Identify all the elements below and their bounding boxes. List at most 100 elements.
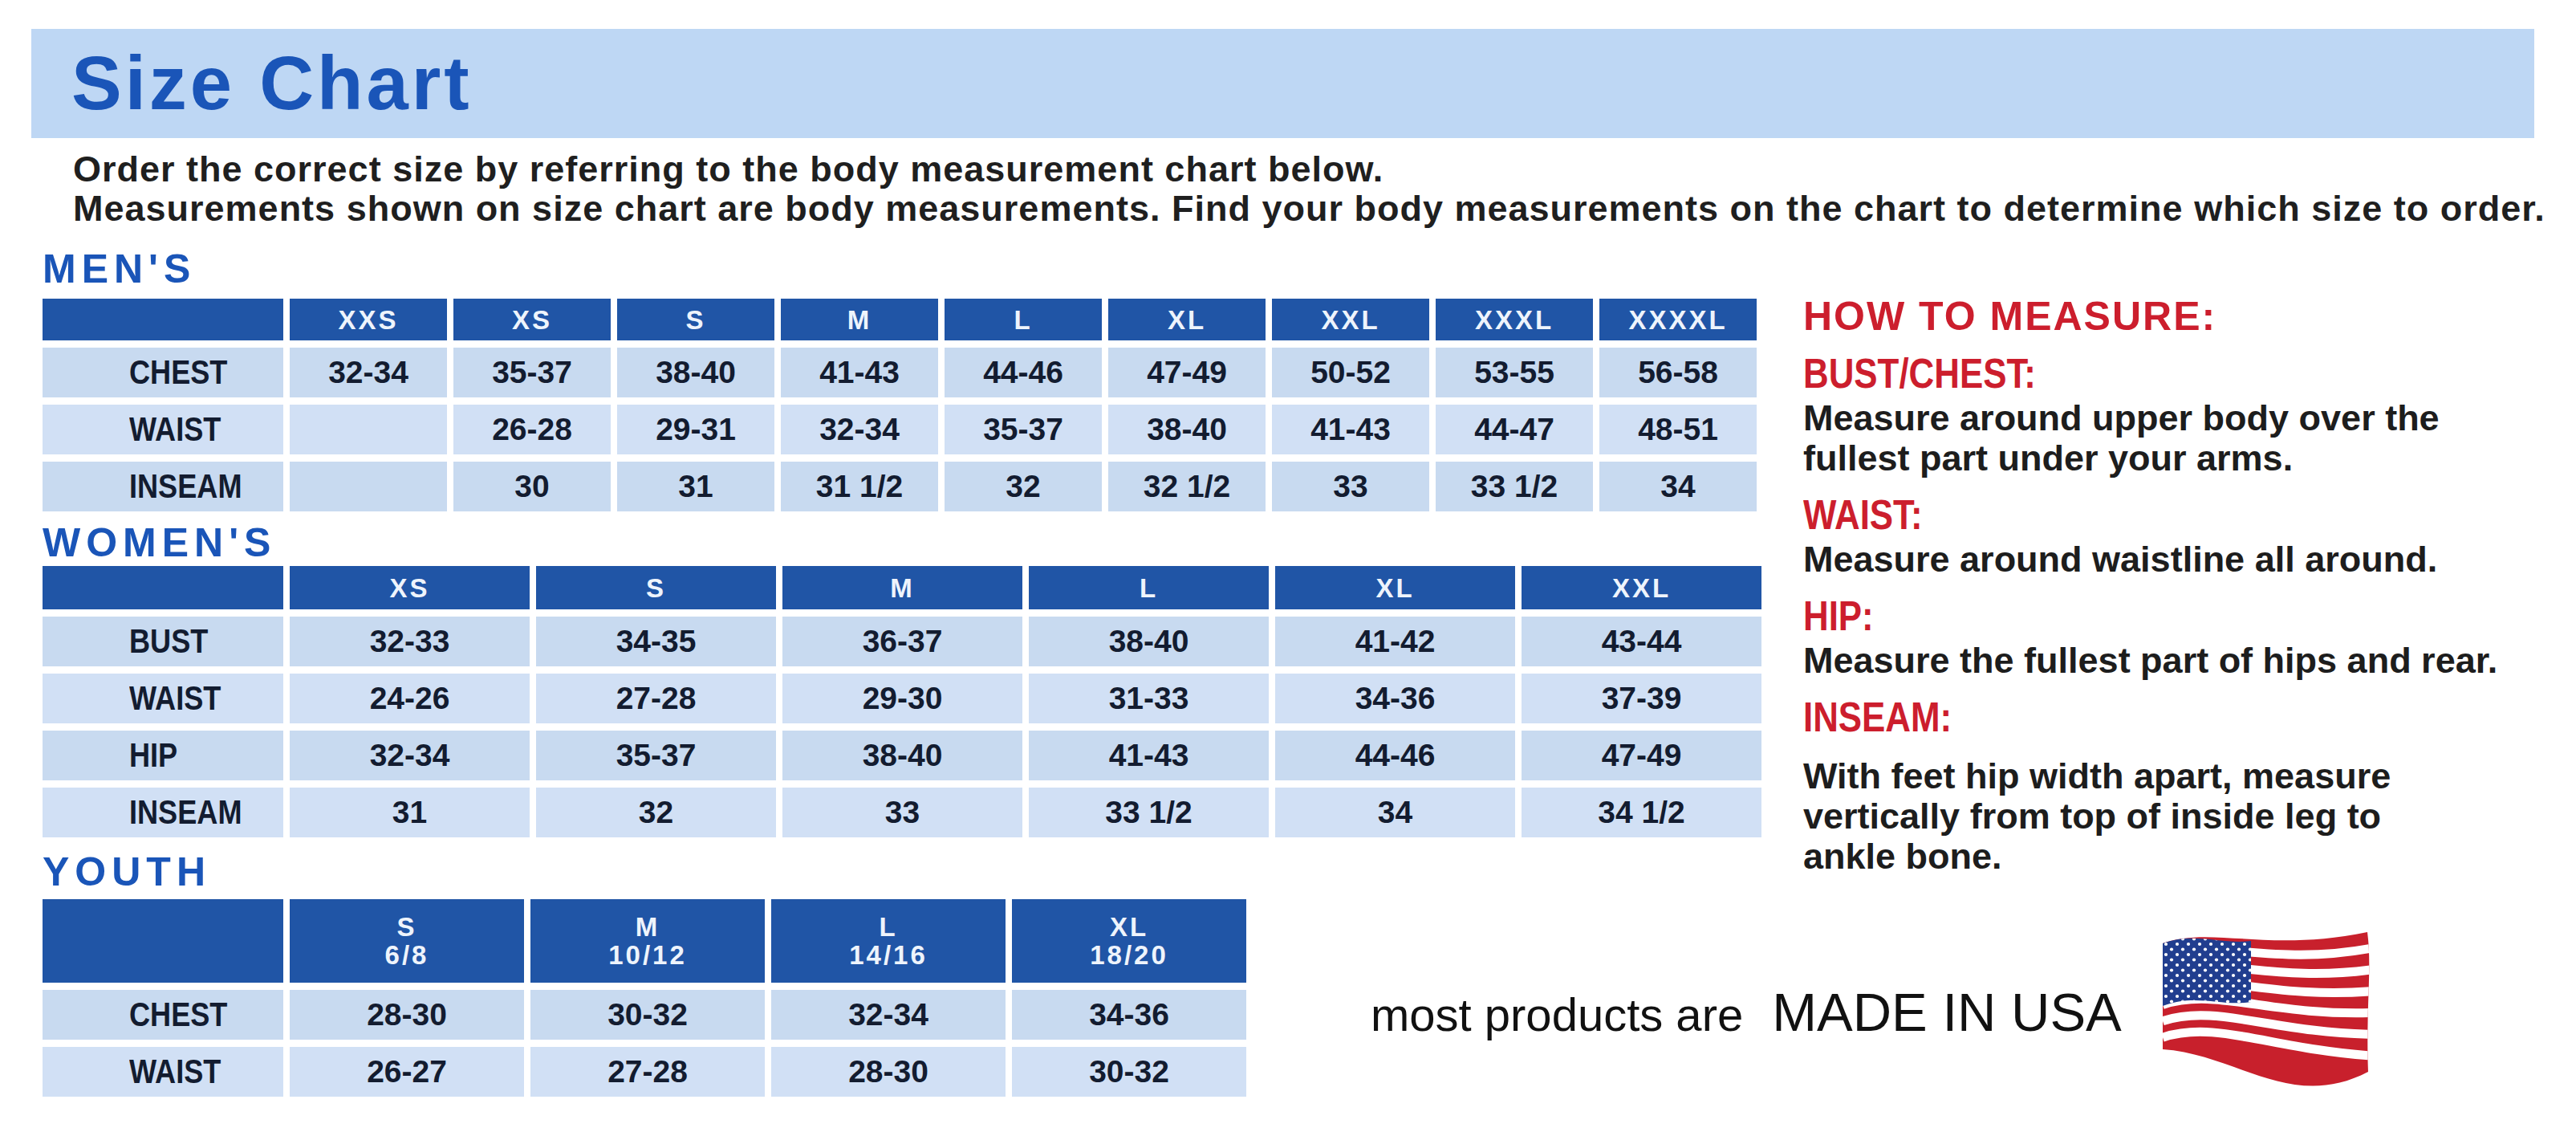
measure-text: Measure around waistline all around. bbox=[1803, 540, 2525, 580]
measure-text: With feet hip width apart, measure verti… bbox=[1803, 756, 2525, 877]
measure-label: BUST/CHEST: bbox=[1803, 354, 2424, 393]
value-cell: 44-46 bbox=[945, 348, 1102, 397]
value-cell: 44-46 bbox=[1275, 731, 1515, 780]
value-cell: 31 bbox=[290, 788, 530, 837]
value-cell: 44-47 bbox=[1436, 405, 1593, 454]
us-flag-icon bbox=[2131, 911, 2379, 1104]
value-cell: 33 1/2 bbox=[1029, 788, 1269, 837]
size-header-cell: XXL bbox=[1522, 566, 1761, 609]
value-cell: 36-37 bbox=[782, 617, 1022, 666]
size-header-cell: XS bbox=[453, 299, 611, 340]
flag-stars bbox=[2163, 939, 2251, 1006]
measure-text: Measure the fullest part of hips and rea… bbox=[1803, 641, 2525, 681]
row-label-cell: INSEAM bbox=[43, 788, 283, 837]
mens-section: MEN'S XXSXSSMLXLXXLXXXLXXXXLCHEST32-3435… bbox=[43, 250, 1757, 511]
value-cell: 28-30 bbox=[290, 990, 524, 1040]
value-cell: 32-33 bbox=[290, 617, 530, 666]
value-cell: 35-37 bbox=[536, 731, 776, 780]
how-to-measure-title: HOW TO MEASURE: bbox=[1803, 295, 2525, 337]
value-cell: 34 1/2 bbox=[1522, 788, 1761, 837]
size-header-cell: XL 18/20 bbox=[1012, 899, 1246, 983]
size-header-cell: M bbox=[782, 566, 1022, 609]
measure-label: HIP: bbox=[1803, 597, 2424, 636]
value-cell: 38-40 bbox=[782, 731, 1022, 780]
how-to-measure-sections: BUST/CHEST:Measure around upper body ove… bbox=[1803, 354, 2525, 877]
value-cell bbox=[290, 405, 447, 454]
row-label-cell: HIP bbox=[43, 731, 283, 780]
value-cell: 30 bbox=[453, 462, 611, 511]
row-label-cell: INSEAM bbox=[43, 462, 283, 511]
value-cell: 31-33 bbox=[1029, 674, 1269, 723]
value-cell: 32-34 bbox=[771, 990, 1006, 1040]
value-cell: 31 1/2 bbox=[781, 462, 938, 511]
value-cell: 53-55 bbox=[1436, 348, 1593, 397]
section-title-youth: YOUTH bbox=[43, 853, 1246, 892]
value-cell: 34-35 bbox=[536, 617, 776, 666]
womens-section: WOMEN'S XSSMLXLXXLBUST32-3334-3536-3738-… bbox=[43, 523, 1761, 837]
value-cell: 26-27 bbox=[290, 1047, 524, 1097]
corner-cell bbox=[43, 299, 283, 340]
value-cell: 27-28 bbox=[536, 674, 776, 723]
value-cell: 32-34 bbox=[781, 405, 938, 454]
banner: Size Chart bbox=[31, 29, 2534, 138]
value-cell: 30-32 bbox=[1012, 1047, 1246, 1097]
value-cell: 26-28 bbox=[453, 405, 611, 454]
value-cell: 37-39 bbox=[1522, 674, 1761, 723]
size-header-cell: M 10/12 bbox=[530, 899, 765, 983]
made-in-usa-text: MADE IN USA bbox=[1772, 982, 2122, 1042]
section-title-womens: WOMEN'S bbox=[43, 523, 1761, 563]
size-header-cell: L 14/16 bbox=[771, 899, 1006, 983]
size-header-cell: XL bbox=[1108, 299, 1266, 340]
value-cell: 27-28 bbox=[530, 1047, 765, 1097]
value-cell: 35-37 bbox=[945, 405, 1102, 454]
value-cell: 29-30 bbox=[782, 674, 1022, 723]
value-cell: 32-34 bbox=[290, 731, 530, 780]
value-cell: 32 bbox=[536, 788, 776, 837]
value-cell: 38-40 bbox=[1108, 405, 1266, 454]
mens-size-table: XXSXSSMLXLXXLXXXLXXXXLCHEST32-3435-3738-… bbox=[43, 299, 1757, 511]
value-cell: 56-58 bbox=[1599, 348, 1757, 397]
value-cell: 32 bbox=[945, 462, 1102, 511]
measure-label: INSEAM: bbox=[1803, 698, 2424, 737]
section-title-mens: MEN'S bbox=[43, 250, 1757, 289]
row-label-cell: BUST bbox=[43, 617, 283, 666]
size-header-cell: S bbox=[617, 299, 774, 340]
value-cell: 28-30 bbox=[771, 1047, 1006, 1097]
value-cell: 34 bbox=[1275, 788, 1515, 837]
value-cell: 29-31 bbox=[617, 405, 774, 454]
value-cell: 34-36 bbox=[1012, 990, 1246, 1040]
value-cell: 33 bbox=[1272, 462, 1429, 511]
value-cell: 41-43 bbox=[1029, 731, 1269, 780]
value-cell: 41-42 bbox=[1275, 617, 1515, 666]
row-label-cell: WAIST bbox=[43, 674, 283, 723]
value-cell: 31 bbox=[617, 462, 774, 511]
youth-size-table: S 6/8M 10/12L 14/16XL 18/20CHEST28-3030-… bbox=[43, 899, 1246, 1097]
value-cell bbox=[290, 462, 447, 511]
row-label-cell: WAIST bbox=[43, 405, 283, 454]
value-cell: 50-52 bbox=[1272, 348, 1429, 397]
size-header-cell: M bbox=[781, 299, 938, 340]
size-header-cell: L bbox=[945, 299, 1102, 340]
intro-text: Order the correct size by referring to t… bbox=[73, 149, 2546, 228]
value-cell: 35-37 bbox=[453, 348, 611, 397]
size-header-cell: XXL bbox=[1272, 299, 1429, 340]
value-cell: 38-40 bbox=[617, 348, 774, 397]
size-header-cell: XXXL bbox=[1436, 299, 1593, 340]
value-cell: 47-49 bbox=[1522, 731, 1761, 780]
value-cell: 38-40 bbox=[1029, 617, 1269, 666]
value-cell: 34 bbox=[1599, 462, 1757, 511]
value-cell: 32 1/2 bbox=[1108, 462, 1266, 511]
value-cell: 41-43 bbox=[1272, 405, 1429, 454]
size-chart-page: Size Chart Order the correct size by ref… bbox=[0, 0, 2576, 1132]
intro-line-2: Measurements shown on size chart are bod… bbox=[73, 189, 2546, 228]
value-cell: 32-34 bbox=[290, 348, 447, 397]
value-cell: 47-49 bbox=[1108, 348, 1266, 397]
value-cell: 33 bbox=[782, 788, 1022, 837]
value-cell: 24-26 bbox=[290, 674, 530, 723]
row-label-cell: CHEST bbox=[43, 348, 283, 397]
value-cell: 48-51 bbox=[1599, 405, 1757, 454]
value-cell: 30-32 bbox=[530, 990, 765, 1040]
value-cell: 34-36 bbox=[1275, 674, 1515, 723]
youth-section: YOUTH S 6/8M 10/12L 14/16XL 18/20CHEST28… bbox=[43, 853, 1246, 1097]
made-in-usa-note: most products areMADE IN USA bbox=[1371, 987, 2122, 1039]
